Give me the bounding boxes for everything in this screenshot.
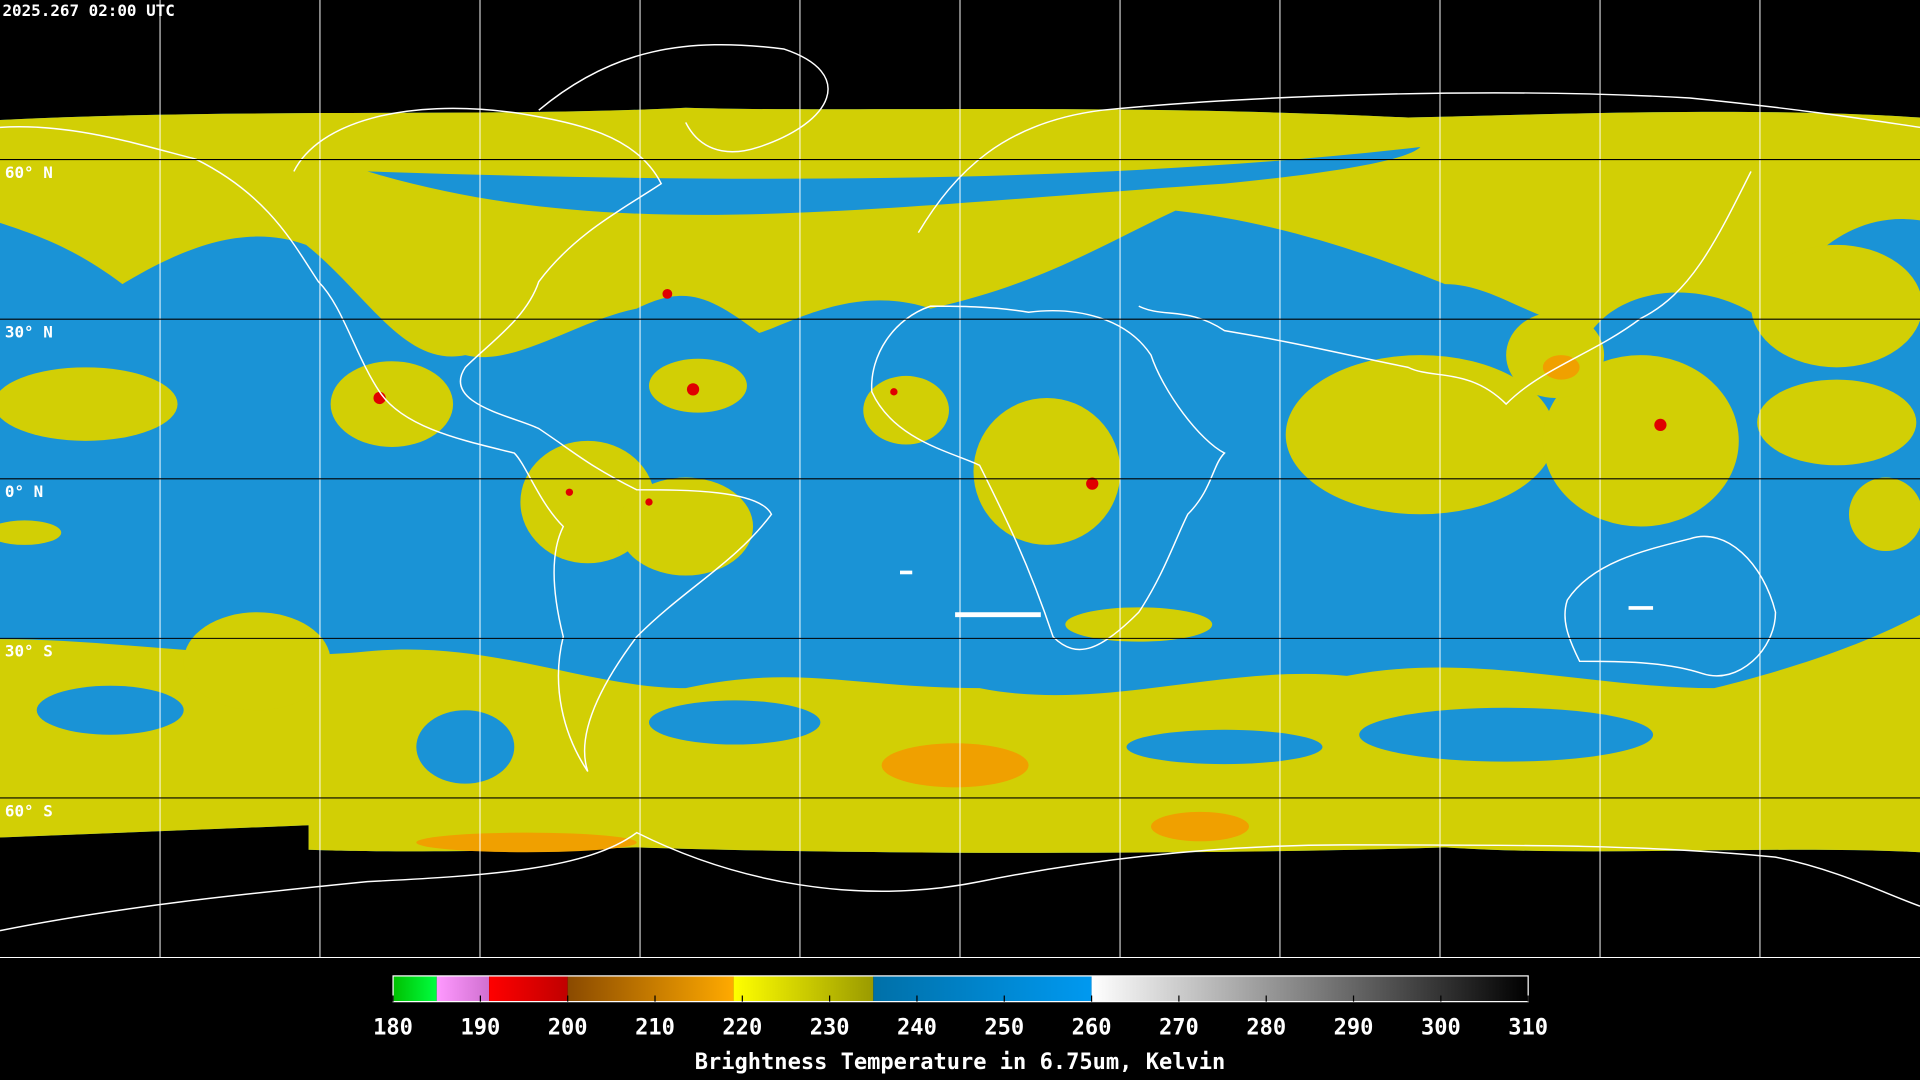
colorbar-tick-label: 180 [373, 1016, 413, 1041]
colorbar-tick-label: 290 [1334, 1016, 1374, 1041]
colorbar-segment [393, 975, 437, 1002]
timestamp: 2025.267 02:00 UTC [2, 1, 174, 20]
colorbar-tick-label: 260 [1072, 1016, 1112, 1041]
dry-slot [367, 146, 1421, 215]
antarctica-coast [0, 831, 1920, 932]
colorbar-tick-label: 250 [984, 1016, 1024, 1041]
colorbar-tick-label: 300 [1421, 1016, 1461, 1041]
warm-spots [900, 570, 1654, 618]
colorbar-tick-label: 270 [1159, 1016, 1199, 1041]
colorbar-frame [392, 975, 1529, 1003]
cold-tops [416, 355, 1580, 853]
americas-coast [0, 107, 773, 772]
eurasia-coast [917, 92, 1920, 406]
greenland-coast [538, 43, 829, 153]
colorbar-segment [733, 975, 874, 1002]
colorbar-tick-label: 190 [460, 1016, 500, 1041]
colorbar-segment [1091, 975, 1529, 1002]
coastlines [0, 43, 1920, 932]
africa-coast [871, 305, 1226, 651]
latitude-label: 60° S [5, 801, 53, 820]
colorbar-tick-label: 240 [897, 1016, 937, 1041]
colorbar-segment [567, 975, 734, 1002]
latitude-label: 0° N [5, 482, 43, 501]
colorbar-segment [436, 975, 490, 1002]
latitude-label: 60° N [5, 163, 53, 182]
colorbar-tick-label: 230 [810, 1016, 850, 1041]
australia-coast [1564, 535, 1777, 677]
colorbar-segment [489, 975, 568, 1002]
deep-convection [373, 288, 1667, 506]
latitude-label: 30° S [5, 642, 53, 661]
colorbar-tick-label: 220 [722, 1016, 762, 1041]
colorbar-tick-label: 200 [548, 1016, 588, 1041]
colorbar-tick-label: 280 [1246, 1016, 1286, 1041]
colorbar-tick-label: 310 [1508, 1016, 1548, 1041]
colorbar-segment [873, 975, 1092, 1002]
colorbar-tick-label: 210 [635, 1016, 675, 1041]
colorbar-title: Brightness Temperature in 6.75um, Kelvin [695, 1050, 1226, 1075]
tropical-convection [0, 244, 1920, 711]
latitude-label: 30° N [5, 323, 53, 342]
dry-swirls [36, 685, 1654, 784]
